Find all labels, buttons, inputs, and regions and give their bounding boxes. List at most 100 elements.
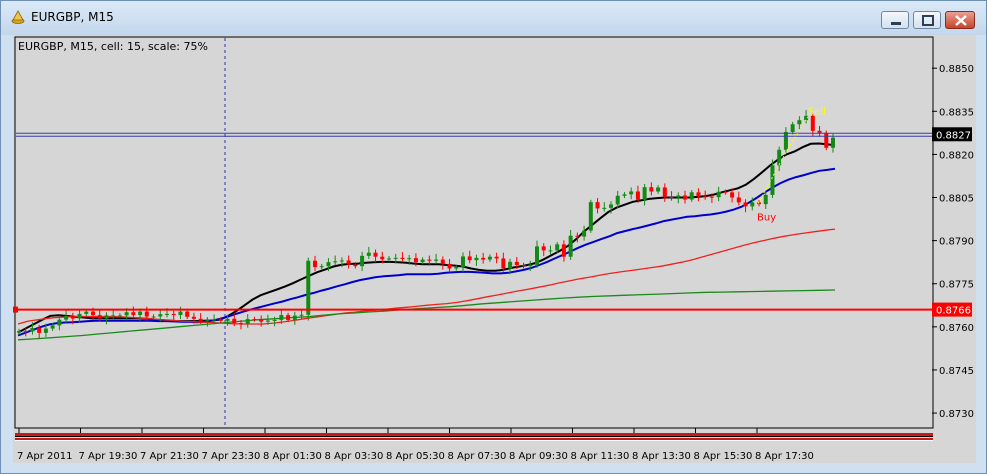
candle-up bbox=[831, 137, 835, 148]
candle-up bbox=[265, 320, 270, 322]
candle-down bbox=[131, 312, 136, 316]
candle-up bbox=[339, 260, 344, 262]
candle-down bbox=[494, 256, 499, 259]
candle-up bbox=[602, 207, 607, 209]
candle-down bbox=[400, 257, 405, 260]
candle-up bbox=[656, 187, 661, 192]
candle-up bbox=[804, 115, 809, 121]
chart-title: EURGBP, M15, cell: 15, scale: 75% bbox=[18, 40, 208, 53]
candle-up bbox=[104, 315, 109, 319]
level-handle-left[interactable] bbox=[13, 306, 18, 313]
candle-down bbox=[514, 261, 519, 266]
candle-down bbox=[144, 311, 149, 317]
candle-down bbox=[683, 195, 687, 200]
candle-down bbox=[252, 319, 257, 321]
time-tick-label: 8 Apr 07:30 bbox=[448, 451, 507, 462]
candle-down bbox=[447, 263, 452, 269]
candle-up bbox=[111, 315, 116, 317]
buy-signal-label: Buy bbox=[757, 213, 776, 224]
candle-up bbox=[420, 259, 425, 263]
time-tick-label: 7 Apr 21:30 bbox=[140, 451, 199, 462]
scrollbar-strip[interactable] bbox=[15, 433, 933, 441]
candle-up bbox=[245, 319, 250, 324]
candle-up bbox=[642, 187, 647, 200]
candle-up bbox=[292, 315, 297, 320]
candle-up bbox=[319, 266, 324, 268]
candle-up bbox=[609, 204, 613, 208]
ma-line-2 bbox=[17, 167, 836, 337]
candle-down bbox=[191, 316, 196, 319]
candle-down bbox=[232, 318, 237, 324]
price-chart[interactable]: EURGBP, M15, cell: 15, scale: 75% 0.8827… bbox=[13, 35, 976, 463]
candle-down bbox=[37, 327, 42, 333]
candle-up bbox=[750, 202, 755, 207]
candle-down bbox=[709, 196, 714, 198]
app-icon bbox=[11, 10, 25, 24]
candle-up bbox=[30, 327, 35, 332]
price-tick-label: 0.8820 bbox=[939, 150, 974, 161]
time-tick-label: 7 Apr 23:30 bbox=[202, 451, 261, 462]
candle-down bbox=[696, 192, 701, 197]
candle-up bbox=[50, 325, 55, 329]
price-tick-label: 0.8745 bbox=[939, 366, 974, 377]
candle-up bbox=[124, 312, 129, 316]
candle-down bbox=[313, 260, 317, 268]
candle-up bbox=[407, 258, 412, 260]
time-tick-label: 8 Apr 15:30 bbox=[694, 451, 753, 462]
candle-down bbox=[736, 197, 741, 203]
candle-down bbox=[171, 313, 176, 316]
candle-down bbox=[97, 315, 102, 319]
candle-up bbox=[763, 194, 768, 205]
chart-area[interactable]: EURGBP, M15, cell: 15, scale: 75% 0.8827… bbox=[13, 35, 976, 463]
price-tick-label: 0.8850 bbox=[939, 64, 974, 75]
candle-up bbox=[64, 315, 69, 320]
time-tick-label: 8 Apr 11:30 bbox=[571, 451, 630, 462]
candle-down bbox=[91, 311, 95, 316]
candle-up bbox=[474, 257, 479, 261]
candle-up bbox=[777, 149, 782, 166]
candle-up bbox=[555, 244, 560, 251]
price-tick-label: 0.8790 bbox=[939, 237, 974, 248]
maximize-button[interactable] bbox=[913, 11, 941, 29]
candle-down bbox=[440, 259, 445, 264]
candle-up bbox=[461, 256, 465, 268]
candle-up bbox=[770, 165, 775, 195]
candle-up bbox=[393, 257, 398, 259]
time-tick-label: 8 Apr 09:30 bbox=[509, 451, 568, 462]
candle-up bbox=[689, 192, 694, 200]
candle-down bbox=[218, 319, 223, 321]
candle-up bbox=[212, 319, 217, 321]
candle-up bbox=[366, 252, 371, 256]
candle-up bbox=[790, 124, 795, 132]
candle-up bbox=[272, 319, 277, 321]
minimize-button[interactable] bbox=[881, 11, 909, 29]
candle-down bbox=[541, 246, 546, 251]
candle-up bbox=[43, 328, 48, 333]
candle-up bbox=[783, 131, 788, 150]
candle-down bbox=[723, 191, 728, 193]
candle-down bbox=[23, 331, 28, 333]
candle-up bbox=[299, 314, 304, 316]
candle-down bbox=[662, 187, 667, 197]
close-button[interactable] bbox=[945, 11, 975, 29]
candle-up bbox=[454, 267, 459, 269]
candle-up bbox=[797, 120, 802, 125]
candle-down bbox=[427, 259, 432, 261]
candle-up bbox=[508, 261, 513, 269]
candle-down bbox=[824, 132, 829, 148]
price-tick-label: 0.8805 bbox=[939, 194, 974, 205]
sell-signal-label: Sell bbox=[808, 107, 826, 118]
title-bar[interactable]: EURGBP, M15 bbox=[1, 1, 986, 35]
candle-up bbox=[548, 250, 553, 252]
candle-up bbox=[326, 262, 331, 267]
time-tick-label: 7 Apr 2011 bbox=[17, 451, 72, 462]
candle-down bbox=[649, 187, 654, 192]
candle-up bbox=[582, 230, 587, 237]
price-tick-label: 0.8835 bbox=[939, 107, 974, 118]
candle-up bbox=[360, 255, 365, 267]
horizontal-level-label: 0.8766 bbox=[936, 306, 971, 317]
candle-up bbox=[387, 258, 391, 260]
candle-down bbox=[353, 264, 358, 267]
candle-down bbox=[743, 202, 748, 207]
candle-down bbox=[70, 315, 75, 319]
